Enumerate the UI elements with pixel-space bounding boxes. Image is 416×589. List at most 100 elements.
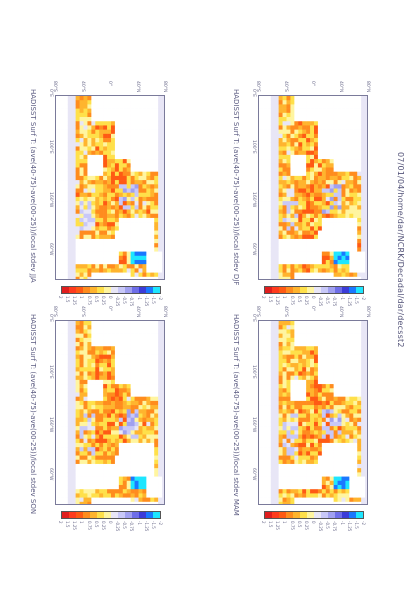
grid-cell	[270, 400, 276, 406]
grid-cell	[357, 438, 362, 444]
grid-cell	[111, 226, 116, 231]
grid-cell	[266, 159, 272, 164]
grid-cell	[333, 238, 338, 244]
grid-cell	[361, 337, 366, 343]
grid-cell	[138, 363, 143, 368]
grid-cell	[63, 367, 69, 372]
grid-cell	[103, 430, 108, 435]
grid-cell	[118, 468, 124, 473]
grid-cell	[270, 417, 276, 423]
grid-cell	[95, 129, 100, 135]
grid-cell	[270, 217, 276, 223]
sst-anomaly-field	[259, 96, 367, 279]
grid-cell	[142, 272, 147, 278]
grid-cell	[91, 400, 96, 406]
grid-cell	[294, 342, 299, 347]
grid-cell	[162, 201, 164, 206]
grid-cell	[349, 493, 354, 498]
grid-cell	[361, 112, 366, 118]
grid-cell	[87, 104, 92, 109]
grid-cell	[71, 230, 76, 236]
grid-cell	[79, 329, 84, 334]
colorbar-swatch	[321, 287, 328, 293]
grid-cell	[294, 108, 299, 114]
grid-cell	[349, 96, 354, 101]
grid-cell	[365, 426, 367, 431]
grid-cell	[266, 163, 272, 168]
grid-cell	[91, 201, 96, 206]
grid-cell	[317, 354, 323, 360]
grid-cell	[282, 108, 287, 114]
grid-cell	[118, 463, 124, 469]
grid-cell	[126, 459, 131, 465]
grid-cell	[302, 476, 307, 482]
grid-cell	[79, 222, 84, 227]
grid-cell	[310, 400, 315, 406]
grid-cell	[278, 175, 283, 181]
grid-cell	[134, 438, 139, 444]
grid-cell	[262, 259, 268, 265]
grid-cell	[325, 405, 331, 410]
grid-cell	[95, 375, 100, 381]
grid-cell	[298, 133, 303, 139]
grid-cell	[87, 447, 92, 452]
grid-cell	[341, 346, 346, 351]
grid-cell	[142, 463, 147, 469]
grid-cell	[150, 247, 155, 252]
grid-cell	[63, 196, 69, 202]
grid-cell	[91, 180, 96, 185]
grid-cell	[282, 430, 287, 435]
grid-cell	[114, 405, 120, 410]
grid-cell	[286, 255, 291, 261]
grid-cell	[126, 384, 131, 389]
grid-cell	[59, 333, 65, 339]
grid-cell	[278, 375, 283, 381]
grid-cell	[63, 222, 69, 227]
grid-cell	[122, 238, 128, 244]
grid-cell	[337, 384, 342, 389]
grid-cell	[79, 342, 84, 347]
grid-cell	[79, 400, 84, 406]
grid-cell	[146, 205, 151, 210]
grid-cell	[91, 388, 96, 393]
grid-cell	[266, 180, 272, 185]
grid-cell	[71, 321, 76, 326]
grid-cell	[162, 192, 164, 198]
grid-cell	[290, 459, 295, 465]
grid-cell	[314, 255, 319, 261]
grid-cell	[83, 430, 88, 435]
grid-cell	[59, 192, 65, 198]
grid-cell	[95, 175, 100, 181]
grid-cell	[365, 175, 367, 181]
grid-cell	[107, 196, 112, 202]
grid-cell	[361, 138, 366, 143]
grid-cell	[266, 167, 272, 172]
grid-cell	[329, 426, 334, 431]
grid-cell	[317, 188, 323, 193]
grid-cell	[270, 333, 276, 339]
grid-cell	[270, 230, 276, 236]
grid-cell	[75, 354, 80, 360]
grid-cell	[259, 255, 264, 261]
grid-cell	[270, 188, 276, 193]
grid-cell	[361, 213, 366, 219]
grid-cell	[114, 188, 120, 193]
grid-cell	[310, 171, 315, 177]
grid-cell	[282, 354, 287, 360]
grid-cell	[71, 417, 76, 423]
grid-cell	[71, 358, 76, 364]
grid-cell	[99, 104, 104, 109]
grid-cell	[314, 150, 319, 156]
grid-cell	[118, 163, 124, 168]
grid-cell	[262, 493, 268, 498]
grid-cell	[333, 463, 338, 469]
grid-cell	[317, 180, 323, 185]
grid-cell	[130, 426, 135, 431]
grid-cell	[150, 463, 155, 469]
grid-cell	[349, 196, 354, 202]
grid-cell	[138, 375, 143, 381]
grid-cell	[126, 472, 131, 477]
grid-cell	[306, 133, 311, 139]
grid-cell	[282, 442, 287, 448]
grid-cell	[63, 96, 69, 101]
